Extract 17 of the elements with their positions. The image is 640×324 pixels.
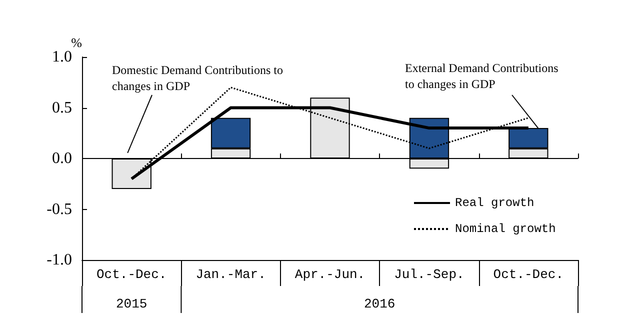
annotation: Domestic Demand Contributions to changes in GDP: [112, 63, 283, 93]
legend-label: Nominal growth: [455, 222, 556, 236]
text: 2016: [364, 296, 396, 312]
y-tick-label: 0.0: [52, 150, 72, 167]
y-tick-label: -0.5: [46, 200, 72, 218]
legend-label: Real growth: [455, 196, 534, 210]
y-tick-label: 1.0: [52, 48, 72, 66]
x-tick-label: Jan.-Mar.: [196, 267, 266, 282]
annotation: External Demand Contributions to changes in GDP: [405, 61, 559, 91]
y-tick-label: -1.0: [46, 252, 72, 268]
text: 2015: [116, 296, 148, 312]
x-tick-label: Oct.-Dec.: [493, 267, 564, 282]
x-tick-label: Apr.-Jun.: [294, 267, 366, 282]
x-tick-label: Oct.-Dec.: [96, 267, 167, 282]
x-tick-label: Jul.-Sep.: [394, 267, 464, 282]
y-tick-label: 0.5: [52, 99, 72, 116]
y-axis-title: %: [71, 35, 82, 50]
